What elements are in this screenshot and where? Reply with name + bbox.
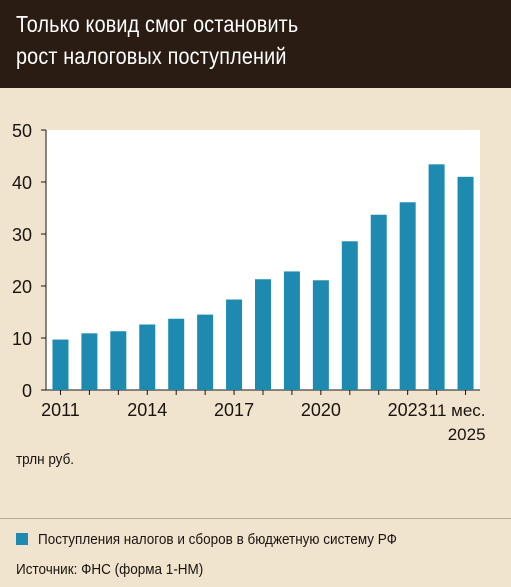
chart-title: Только ковид смог остановить рост налого… — [16, 8, 429, 72]
x-tick-label: 2017 — [214, 400, 254, 420]
legend-label: Поступления налогов и сборов в бюджетную… — [38, 530, 397, 548]
y-tick-label: 40 — [12, 173, 32, 193]
bar-2011 — [52, 339, 69, 390]
bar-11-мес.-2025 — [457, 176, 474, 390]
title-line-2: рост налоговых поступлений — [16, 43, 287, 69]
units-label: трлн руб. — [16, 451, 75, 468]
chart-area: 0 10 20 30 40 50 2011 2014 2017 2020 2023 11 мес. 20… — [0, 88, 511, 480]
x-tick-label-last-line2: 2025 — [448, 425, 486, 444]
bar-2013 — [110, 331, 127, 390]
x-tick-label: 2023 — [388, 400, 428, 420]
bar-2018 — [255, 279, 271, 390]
bar-2015 — [168, 318, 185, 390]
x-tick-label-last-line1: 11 мес. — [429, 401, 486, 420]
y-tick-label: 20 — [12, 277, 32, 297]
bar-2022 — [370, 214, 387, 390]
bar-2014 — [139, 324, 156, 390]
bar-2017 — [226, 299, 243, 390]
bar-2023 — [399, 202, 416, 390]
y-tick-label: 50 — [12, 121, 32, 141]
x-tick-label: 2020 — [301, 400, 341, 420]
x-tick-label: 2014 — [127, 400, 167, 420]
bar-2024 — [428, 164, 445, 390]
legend: Поступления налогов и сборов в бюджетную… — [16, 529, 437, 549]
y-tick-label: 10 — [12, 329, 32, 349]
header: Только ковид смог остановить рост налого… — [0, 0, 511, 88]
divider — [0, 518, 511, 519]
y-tick-label: 0 — [22, 381, 32, 401]
legend-swatch — [16, 533, 28, 545]
bar-2019 — [283, 271, 300, 390]
bar-2020 — [312, 280, 329, 390]
bar-2021 — [341, 241, 358, 390]
title-line-1: Только ковид смог остановить — [16, 11, 299, 37]
bar-2016 — [197, 314, 214, 390]
bar-2012 — [81, 333, 98, 390]
y-tick-label: 30 — [12, 225, 32, 245]
source-note: Источник: ФНС (форма 1-НМ) — [16, 561, 204, 578]
bar-chart: 0 10 20 30 40 50 2011 2014 2017 2020 2023 11 мес. 20… — [12, 121, 486, 444]
x-tick-label: 2011 — [41, 400, 80, 420]
